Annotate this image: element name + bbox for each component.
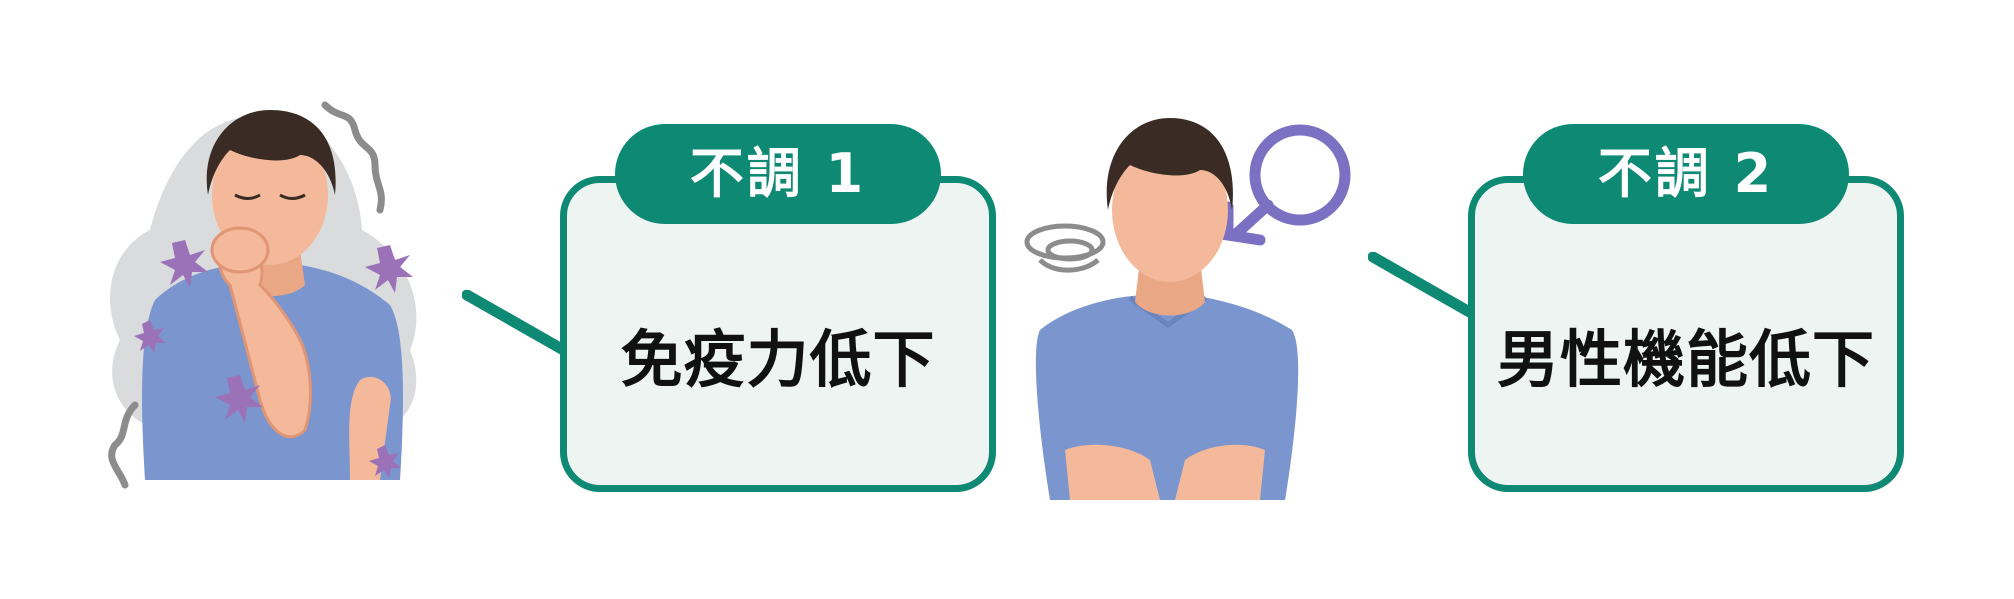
virus-icon	[134, 320, 166, 353]
symptom-badge: 不調 2	[1523, 124, 1849, 224]
arm	[1175, 444, 1265, 500]
virus-icon	[215, 375, 263, 423]
hair	[1106, 118, 1233, 210]
head	[1112, 138, 1228, 282]
male-symbol-icon	[1222, 124, 1351, 246]
man-male-symbol-illustration	[1024, 118, 1351, 500]
symptom-box	[1468, 176, 1904, 492]
connector-line	[1368, 252, 1478, 320]
smoke-squiggle-icon	[321, 101, 385, 214]
virus-icon	[160, 240, 208, 288]
symptom-badge: 不調 1	[615, 124, 941, 224]
smoke-squiggle-icon	[108, 401, 139, 489]
symptom-text: 免疫力低下	[620, 323, 936, 396]
symptom-panel-2: 不調 2 男性機能低下	[1468, 124, 1904, 492]
coughing-man-illustration	[108, 101, 417, 489]
virus-icon	[369, 445, 401, 478]
arm	[1065, 444, 1160, 500]
virus-icon	[365, 245, 413, 293]
connector-line	[462, 290, 572, 358]
hair	[206, 110, 336, 195]
fist	[210, 226, 270, 274]
dizzy-swirl-icon	[1024, 223, 1106, 273]
closed-eye	[279, 193, 306, 200]
symptom-box	[560, 176, 996, 492]
symptom-text: 男性機能低下	[1496, 323, 1875, 396]
closed-eye	[234, 193, 261, 200]
arm	[217, 238, 312, 439]
symptom-panel-1: 不調 1 免疫力低下	[560, 124, 996, 492]
